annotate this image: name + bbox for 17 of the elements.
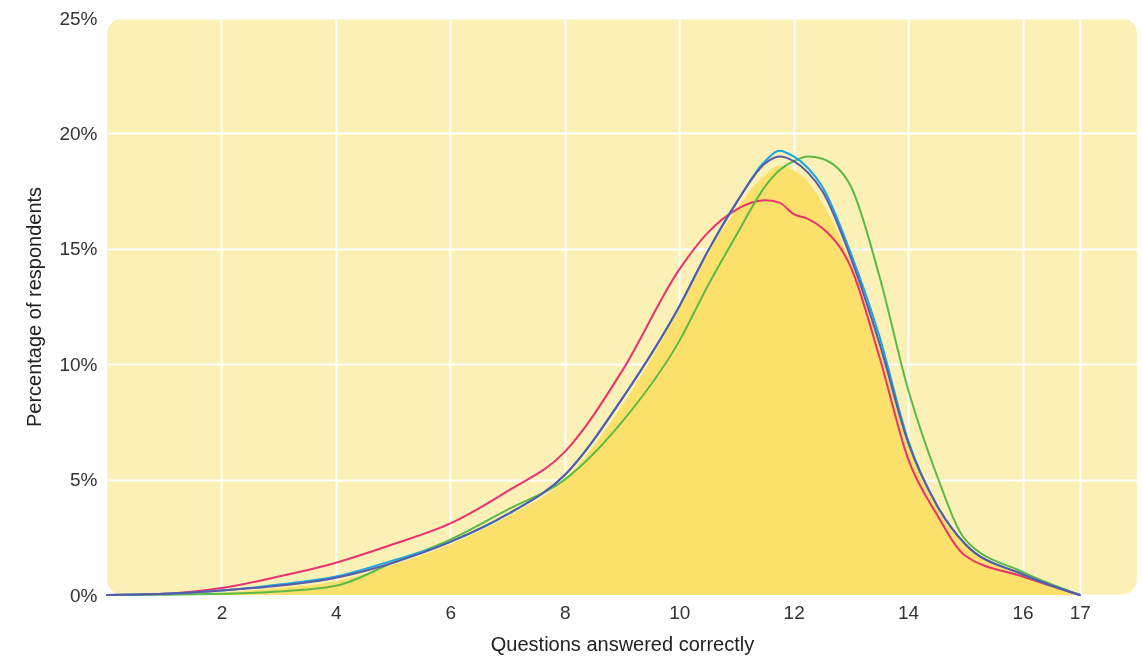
x-tick-label: 4 bbox=[331, 601, 343, 623]
y-tick-label: 0% bbox=[70, 584, 98, 606]
x-tick-label: 16 bbox=[1012, 601, 1034, 623]
y-tick-label: 20% bbox=[59, 122, 98, 144]
y-tick-label: 5% bbox=[70, 469, 98, 491]
y-tick-label: 25% bbox=[59, 7, 98, 29]
x-tick-label: 14 bbox=[898, 601, 920, 623]
y-axis-title: Percentage of respondents bbox=[23, 186, 46, 428]
x-tick-label: 10 bbox=[669, 601, 691, 623]
x-tick-label: 2 bbox=[216, 601, 228, 623]
y-tick-label: 10% bbox=[59, 353, 98, 375]
x-tick-label: 8 bbox=[559, 601, 571, 623]
x-tick-label: 6 bbox=[445, 601, 457, 623]
y-tick-label: 15% bbox=[59, 238, 98, 260]
x-tick-label: 12 bbox=[783, 601, 805, 623]
x-tick-label: 17 bbox=[1069, 601, 1091, 623]
x-axis-title: Questions answered correctly bbox=[490, 632, 755, 655]
